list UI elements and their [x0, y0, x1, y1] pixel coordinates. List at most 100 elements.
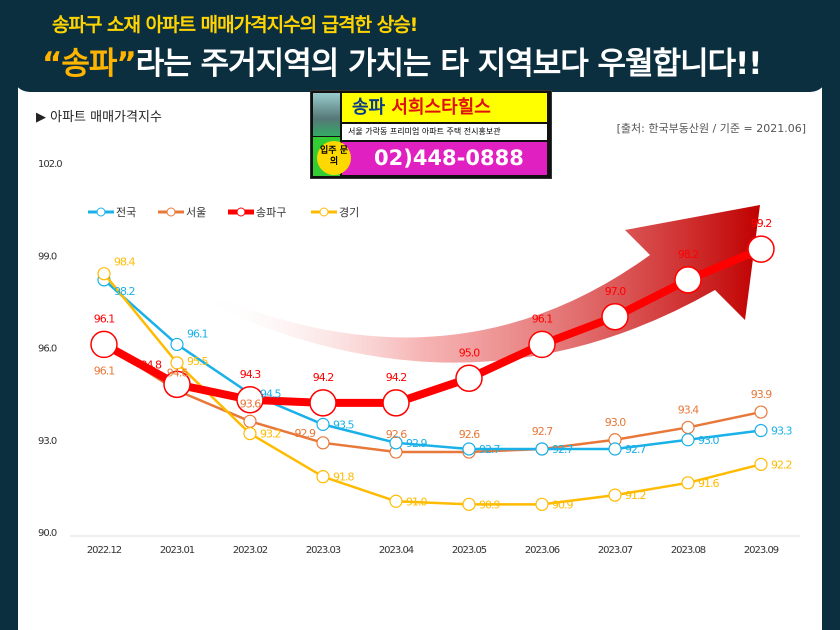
data-label: 93.2 [260, 428, 281, 441]
data-point [389, 494, 403, 508]
data-label: 93.6 [240, 397, 261, 410]
legend-marker [319, 207, 329, 217]
x-tick-label: 2023.03 [306, 545, 341, 556]
data-label: 94.8 [141, 358, 162, 371]
data-point [462, 497, 476, 511]
data-point [170, 356, 184, 370]
data-point [97, 267, 111, 281]
data-point [243, 414, 257, 428]
y-tick-label: 102.0 [38, 159, 62, 170]
series-line-경기 [103, 272, 762, 506]
data-label: 93.4 [678, 403, 699, 416]
data-point [535, 442, 549, 456]
x-tick-label: 2023.06 [525, 545, 560, 556]
data-point [170, 337, 184, 352]
series-line-전국 [103, 278, 762, 451]
data-label: 96.1 [532, 312, 553, 325]
x-tick-label: 2023.08 [671, 545, 706, 556]
ad-desc: 서울 가락동 프리미엄 아파트 주택 전시홍보관 [342, 124, 547, 140]
y-tick-label: 93.0 [38, 436, 57, 447]
phone-number: 02)448-0888 [374, 146, 524, 170]
data-label: 91.2 [625, 489, 646, 502]
y-tick-label: 96.0 [38, 344, 57, 355]
data-label: 92.7 [552, 443, 573, 456]
data-label: 98.2 [114, 285, 135, 298]
data-point [674, 266, 702, 294]
data-point [754, 423, 768, 438]
legend-label: 경기 [339, 206, 359, 219]
data-label: 93.0 [605, 416, 626, 429]
data-point [535, 497, 549, 511]
building-image [313, 93, 340, 136]
data-point [163, 370, 191, 399]
legend-label: 전국 [116, 206, 136, 219]
data-point [681, 476, 695, 490]
x-tick-label: 2023.07 [598, 545, 633, 556]
data-label: 92.9 [406, 437, 427, 450]
data-label: 93.3 [771, 425, 792, 438]
data-label: 90.9 [552, 498, 573, 511]
legend-marker [236, 207, 246, 217]
data-point [601, 303, 629, 331]
data-label: 95.0 [459, 346, 480, 359]
data-point [754, 405, 768, 419]
chart-source: [출처: 한국부동산원 / 기준 = 2021.06] [616, 122, 806, 135]
series-line-송파구 [102, 245, 763, 407]
data-point [681, 420, 695, 435]
data-label: 98.2 [678, 248, 699, 261]
data-label: 92.7 [479, 443, 500, 456]
data-label: 91.8 [333, 471, 354, 484]
data-point [608, 442, 622, 456]
title-rest: 라는 주거지역의 가치는 타 지역보다 우월합니다!! [135, 46, 763, 82]
ad-name-a: 송파 [352, 97, 386, 118]
data-label: 92.6 [459, 428, 480, 441]
data-point [316, 436, 330, 450]
data-point [309, 389, 337, 417]
data-label: 92.7 [532, 425, 553, 438]
data-label: 97.0 [605, 285, 626, 298]
data-label: 95.5 [187, 355, 208, 368]
data-label: 90.9 [479, 498, 500, 511]
legend-label: 송파구 [256, 206, 286, 219]
data-point [236, 386, 264, 414]
data-label: 94.2 [313, 371, 334, 384]
title-highlight: “송파” [42, 46, 137, 82]
data-label: 93.0 [698, 434, 719, 447]
data-label: 93.9 [751, 388, 772, 401]
x-tick-label: 2022.12 [87, 545, 122, 556]
data-point [608, 488, 622, 502]
data-label: 92.6 [386, 428, 407, 441]
data-label: 93.5 [333, 418, 354, 431]
legend-marker [96, 207, 106, 217]
legend-marker [166, 207, 176, 217]
data-label: 92.2 [771, 458, 792, 471]
data-point [90, 330, 118, 359]
series-line-서울 [103, 343, 762, 454]
ad-badge: 입주 문의 [317, 141, 351, 175]
advertisement-banner[interactable]: 송파 서희스타힐스 서울 가락동 프리미엄 아파트 주택 전시홍보관 02)44… [310, 90, 552, 179]
x-tick-label: 2023.01 [160, 545, 195, 556]
data-label: 92.7 [625, 443, 646, 456]
data-label: 94.2 [386, 371, 407, 384]
x-tick-label: 2023.02 [233, 545, 268, 556]
data-point [747, 235, 775, 263]
data-point [243, 427, 257, 441]
data-point [462, 442, 476, 456]
chart-title: ▶ 아파트 매매가격지수 [36, 110, 162, 125]
legend-label: 서울 [186, 206, 206, 219]
data-point [389, 436, 403, 450]
data-label: 91.6 [698, 477, 719, 490]
y-tick-label: 99.0 [38, 251, 57, 262]
data-point [455, 364, 483, 392]
ad-phone: 02)448-0888 [342, 142, 547, 175]
data-point [316, 417, 330, 431]
data-point [382, 389, 410, 417]
y-tick-label: 90.0 [38, 528, 57, 539]
data-label: 94.5 [260, 388, 281, 401]
ad-name: 송파 서희스타힐스 [342, 93, 547, 122]
data-label: 94.6 [167, 367, 188, 380]
data-label: 96.1 [187, 327, 208, 340]
x-tick-label: 2023.05 [452, 545, 487, 556]
data-label: 99.2 [751, 217, 772, 230]
